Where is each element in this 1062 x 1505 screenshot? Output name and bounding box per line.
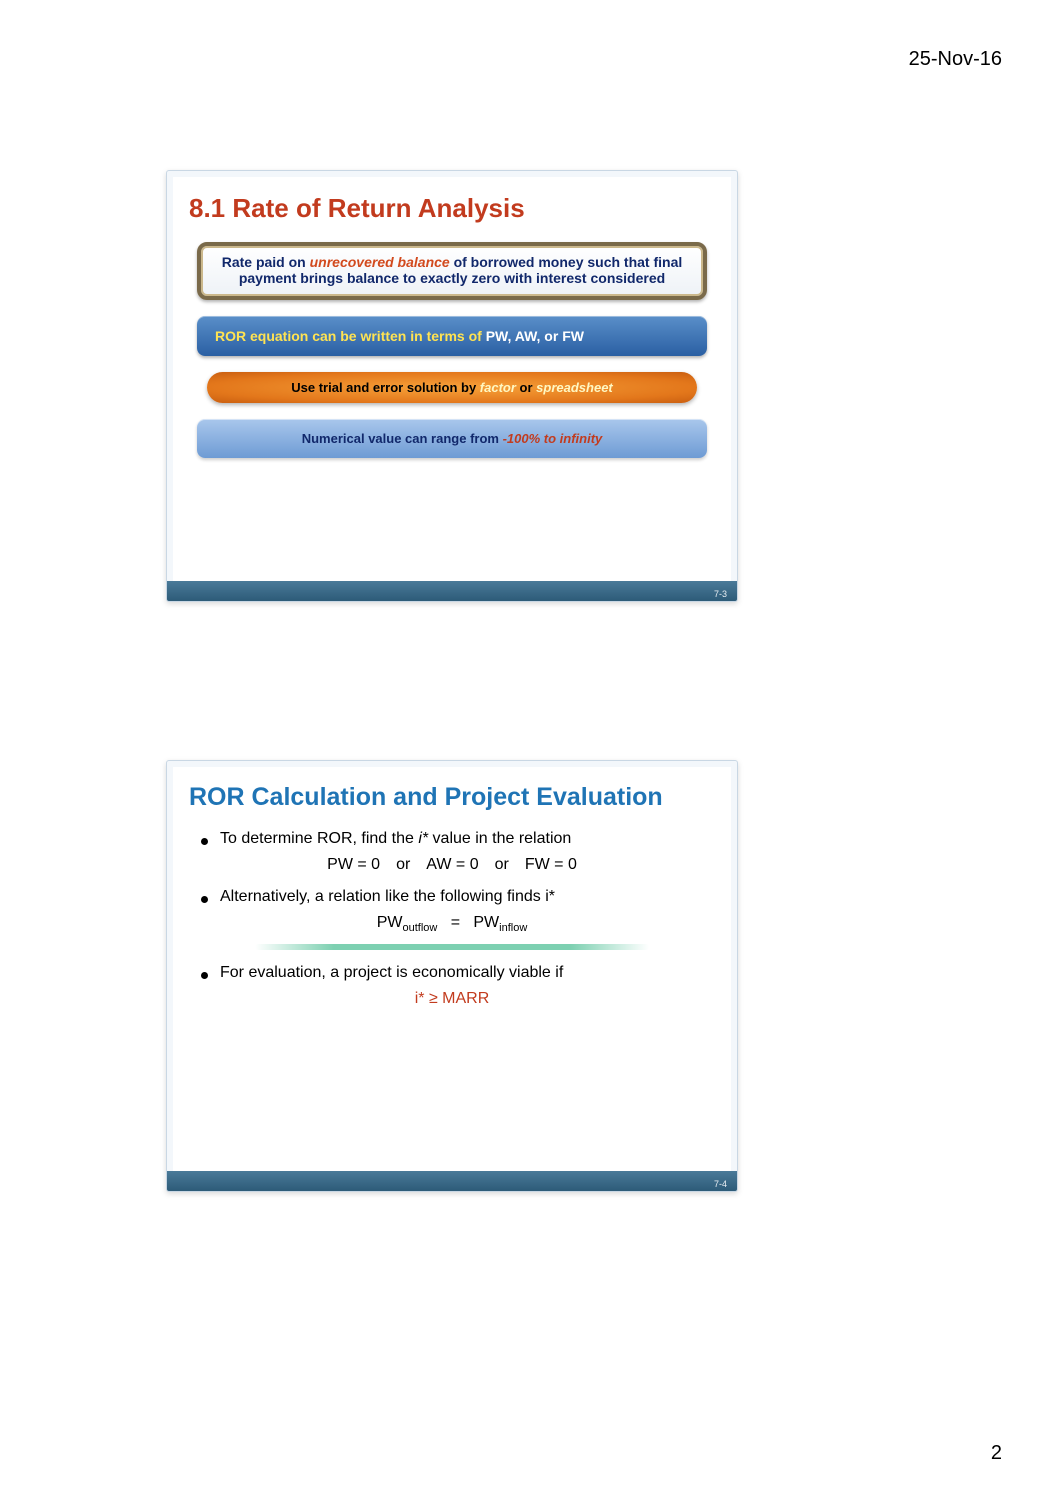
bb-white: PW, AW, or FW (486, 328, 584, 344)
bullet-3: For evaluation, a project is economicall… (195, 964, 709, 982)
op-em1: factor (480, 380, 516, 395)
slide2-title: ROR Calculation and Project Evaluation (189, 783, 737, 812)
eq2-r: PW (473, 914, 499, 931)
page-number: 2 (991, 1442, 1002, 1465)
trial-error-box: Use trial and error solution by factor o… (207, 372, 697, 403)
bullet-icon (201, 972, 208, 979)
eq2-l: PW (377, 914, 403, 931)
equation-1: PW = 0 or AW = 0 or FW = 0 (195, 856, 709, 874)
page-date: 25-Nov-16 (909, 48, 1002, 71)
bs-range: -100% to infinity (503, 431, 603, 446)
def-emph: unrecovered balance (310, 254, 450, 270)
b1-istar: i* (418, 830, 428, 847)
b3-text: For evaluation, a project is economicall… (220, 964, 563, 982)
slide2-body: To determine ROR, find the i* value in t… (195, 830, 709, 1008)
bullet-2: Alternatively, a relation like the follo… (195, 888, 709, 906)
slide2-footer: 7-4 (167, 1171, 737, 1191)
b1-pre: To determine ROR, find the (220, 830, 418, 847)
slide-2: ROR Calculation and Project Evaluation T… (166, 760, 738, 1192)
eq2-rs: inflow (499, 922, 527, 934)
eq2-m: = (451, 914, 460, 931)
b1-post: value in the relation (428, 830, 571, 847)
highlight-underline (255, 944, 649, 950)
range-box: Numerical value can range from -100% to … (197, 419, 707, 458)
equation-2: PWoutflow = PWinflow (195, 914, 709, 934)
b2-text: Alternatively, a relation like the follo… (220, 888, 555, 906)
slide2-num: 7-4 (714, 1179, 727, 1189)
equation-3: i* ≥ MARR (195, 990, 709, 1008)
op-mid2: or (516, 380, 536, 395)
op-mid1: trial and error solution by (319, 380, 480, 395)
eq2-ls: outflow (402, 922, 437, 934)
bullet-icon (201, 838, 208, 845)
op-em2: spreadsheet (536, 380, 613, 395)
definition-box: Rate paid on unrecovered balance of borr… (197, 242, 707, 300)
ror-equation-box: ROR equation can be written in terms of … (197, 316, 707, 356)
bullet-1: To determine ROR, find the i* value in t… (195, 830, 709, 848)
slide1-title: 8.1 Rate of Return Analysis (189, 193, 737, 224)
slide1-footer: 7-3 (167, 581, 737, 601)
bullet-icon (201, 896, 208, 903)
bs-pre: Numerical value can range from (302, 431, 503, 446)
slide1-num: 7-3 (714, 589, 727, 599)
bb-yellow: ROR equation can be written in terms of (215, 328, 486, 344)
op-pre: Use (291, 380, 318, 395)
slide-1: 8.1 Rate of Return Analysis Rate paid on… (166, 170, 738, 602)
def-pre: Rate paid on (222, 254, 310, 270)
